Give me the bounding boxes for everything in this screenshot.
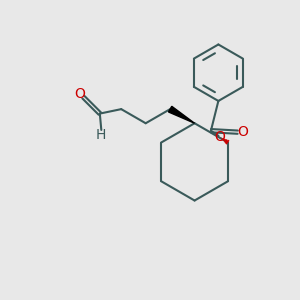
Text: O: O	[237, 125, 248, 139]
Polygon shape	[169, 106, 195, 123]
Text: H: H	[96, 128, 106, 142]
Text: O: O	[214, 130, 225, 144]
Text: O: O	[74, 87, 85, 101]
